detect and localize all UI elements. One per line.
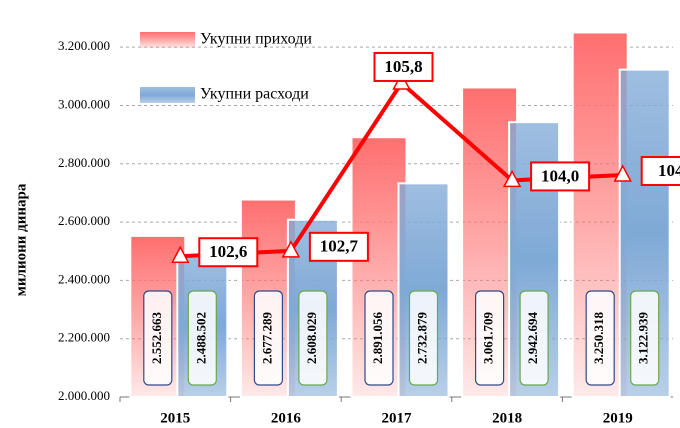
value-label: 2.608.029 bbox=[304, 312, 319, 365]
legend-label: Укупни расходи bbox=[200, 86, 309, 103]
value-label-box bbox=[630, 290, 660, 386]
line-label: 104 bbox=[658, 161, 680, 180]
y-axis-label: милиони динара bbox=[13, 183, 29, 296]
value-label: 3.250.318 bbox=[591, 312, 606, 365]
line-label-box bbox=[530, 161, 591, 192]
line-label: 102,6 bbox=[209, 242, 247, 261]
y-tick-label: 3.000.000 bbox=[58, 96, 110, 111]
y-tick-label: 2.800.000 bbox=[58, 155, 110, 170]
value-label: 2.488.502 bbox=[193, 312, 208, 364]
x-tick-label: 2019 bbox=[603, 410, 633, 426]
line-marker bbox=[171, 245, 190, 263]
x-tick-label: 2015 bbox=[160, 410, 190, 426]
line-marker bbox=[502, 169, 522, 188]
y-tick-label: 2.000.000 bbox=[58, 388, 110, 403]
value-label: 2.891.056 bbox=[370, 312, 385, 365]
y-tick-label: 2.400.000 bbox=[58, 271, 110, 286]
line-label-box bbox=[640, 156, 680, 187]
value-label-box bbox=[519, 290, 549, 386]
line-label-box bbox=[308, 231, 369, 262]
value-label-box bbox=[187, 290, 217, 386]
value-label-box bbox=[253, 290, 283, 386]
legend-label: Укупни приходи bbox=[200, 31, 312, 48]
y-tick-label: 2.600.000 bbox=[58, 213, 110, 228]
value-label: 3.061.709 bbox=[481, 311, 496, 364]
x-tick-label: 2017 bbox=[382, 410, 413, 426]
value-label: 2.677.289 bbox=[259, 312, 274, 365]
value-label-box bbox=[585, 290, 615, 386]
line-label: 102,7 bbox=[320, 237, 359, 256]
y-tick-label: 3.200.000 bbox=[58, 38, 110, 53]
line-marker bbox=[281, 240, 301, 258]
value-label-box bbox=[298, 290, 328, 386]
legend-swatch bbox=[140, 87, 195, 103]
line-label: 105,8 bbox=[384, 57, 422, 76]
value-label: 3.122.939 bbox=[636, 312, 651, 365]
value-label-box bbox=[364, 290, 394, 386]
line-label: 104,0 bbox=[541, 166, 579, 185]
value-label: 2.552.663 bbox=[149, 312, 164, 365]
value-label-box bbox=[408, 290, 439, 386]
value-label: 2.942.694 bbox=[525, 312, 540, 365]
line-marker bbox=[613, 164, 632, 182]
value-label-box bbox=[143, 290, 173, 386]
y-tick-label: 2.200.000 bbox=[58, 330, 110, 345]
line-label-box bbox=[373, 51, 434, 82]
value-label: 2.732.879 bbox=[414, 312, 429, 365]
line-label-box bbox=[198, 237, 259, 268]
value-label-box bbox=[475, 290, 505, 386]
x-tick-label: 2018 bbox=[492, 410, 522, 426]
x-tick-label: 2016 bbox=[271, 410, 302, 426]
legend-swatch bbox=[140, 32, 195, 48]
